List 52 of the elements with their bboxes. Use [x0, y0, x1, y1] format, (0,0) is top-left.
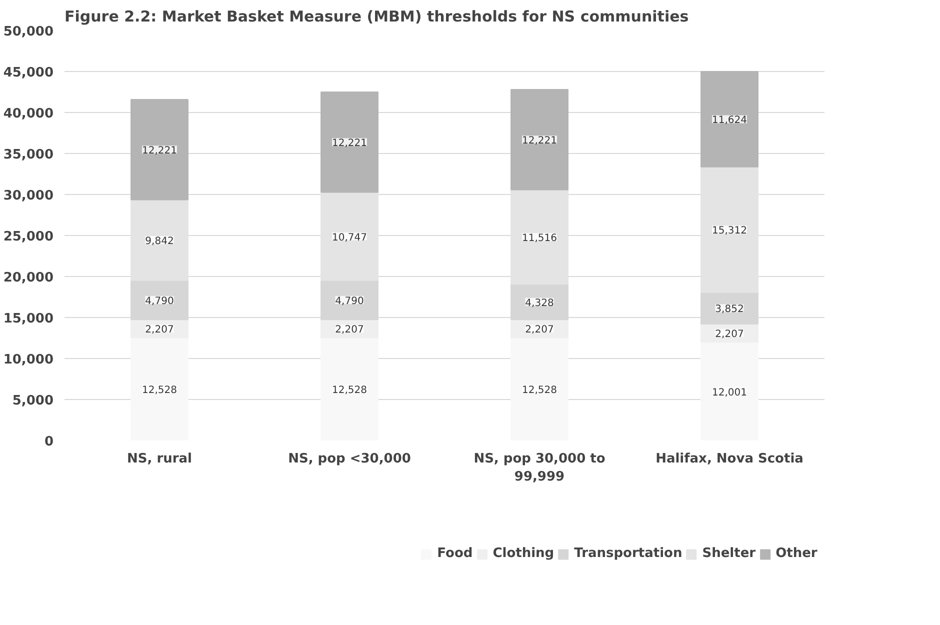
y-tick-label: 5,000 — [12, 394, 54, 408]
bar — [130, 98, 188, 200]
data-label: 12,221 — [332, 138, 368, 150]
y-tick-label: 20,000 — [3, 270, 54, 286]
x-tick-label: NS, rural — [126, 452, 192, 466]
data-label: 4,790 — [335, 296, 364, 308]
legend-label: Shelter — [702, 546, 756, 561]
bar — [320, 92, 378, 193]
data-label: 11,624 — [712, 115, 748, 126]
data-label: 12,528 — [522, 385, 558, 396]
data-label: 12,528 — [142, 385, 178, 396]
legend-label: Transportation — [574, 546, 682, 561]
bar — [320, 280, 378, 320]
data-label: 2,207 — [145, 324, 174, 336]
bar — [320, 192, 378, 281]
y-tick-label: 30,000 — [3, 188, 54, 204]
data-label: 2,207 — [335, 324, 364, 336]
y-tick-label: 40,000 — [3, 106, 54, 122]
y-tick-label: 0 — [44, 434, 54, 450]
data-label: 2,207 — [715, 329, 744, 340]
data-label: 12,001 — [712, 387, 748, 398]
data-label: 10,747 — [332, 232, 368, 244]
data-label: 11,516 — [522, 232, 558, 244]
y-tick-label: 50,000 — [3, 24, 54, 40]
data-label: 4,328 — [525, 298, 554, 309]
legend-label: Other — [776, 546, 818, 561]
legend-label: Food — [437, 546, 473, 561]
data-label: 9,842 — [145, 236, 174, 248]
y-tick-label: 35,000 — [3, 148, 54, 162]
x-tick-label: Halifax, Nova Scotia — [656, 452, 804, 466]
data-label: 15,312 — [712, 226, 748, 237]
data-label: 12,221 — [522, 136, 558, 147]
bar — [510, 284, 568, 320]
x-tick-label: NS, pop <30,000 — [288, 452, 411, 466]
bar — [700, 166, 758, 293]
bar — [130, 280, 188, 320]
y-tick-label: 10,000 — [3, 352, 54, 368]
data-label: 12,528 — [332, 385, 368, 396]
bar — [510, 189, 568, 285]
data-label: 4,790 — [145, 296, 174, 308]
x-tick-label: NS, pop 30,000 to 99,999 — [474, 452, 606, 484]
legend-label: Clothing — [492, 546, 554, 561]
y-tick-label: 15,000 — [3, 312, 54, 326]
data-label: 3,852 — [715, 304, 744, 316]
bar — [130, 199, 188, 281]
bar — [700, 71, 758, 168]
y-tick-label: 25,000 — [3, 230, 54, 244]
bar — [510, 89, 568, 190]
data-label: 12,221 — [142, 146, 178, 157]
data-label: 2,207 — [525, 324, 554, 336]
chart-title: Figure 2.2: Market Basket Measure (MBM) thresholds for NS communities — [64, 8, 689, 26]
y-tick-label: 45,000 — [3, 66, 54, 80]
